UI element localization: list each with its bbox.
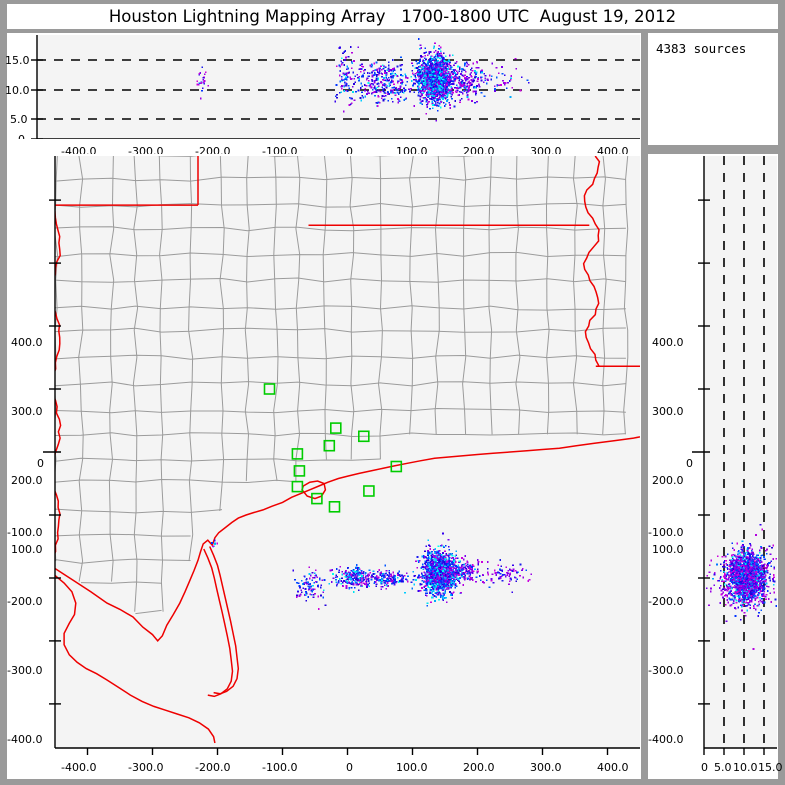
ns-xtick-15: 15.0	[758, 761, 783, 774]
ns-ytick-300: 300.0	[652, 405, 684, 418]
ns-xtick-10: 10.0	[733, 761, 758, 774]
map-xtick-200: 200.0	[463, 761, 495, 774]
lma-station-marker	[263, 383, 276, 395]
state-borders-and-coastline	[55, 156, 640, 744]
ns-ytick-400: 400.0	[652, 336, 684, 349]
lma-station-marker	[293, 465, 306, 477]
map-ytick-100: 100.0	[11, 543, 43, 556]
map-ytick-200: 200.0	[11, 474, 43, 487]
lightning-sources-ew	[196, 38, 530, 122]
lma-station-marker	[311, 492, 323, 505]
altitude-east-west-panel: 15.0 10.0 5.0 0	[5, 33, 641, 146]
ns-ytick--300: -300.0	[648, 664, 684, 677]
lma-station-marker	[291, 480, 304, 493]
page-title: Houston Lightning Mapping Array 1700-180…	[108, 7, 677, 26]
ns-ytick-200: 200.0	[652, 474, 684, 487]
ns-ytick--400: -400.0	[648, 733, 684, 746]
map-ytick--400: -400.0	[7, 733, 43, 746]
ns-ytick--200: -200.0	[648, 595, 684, 608]
lightning-sources-ns	[705, 523, 777, 650]
lma-station-markers	[263, 383, 403, 513]
lma-station-marker	[363, 485, 375, 497]
title-bar: Houston Lightning Mapping Array 1700-180…	[7, 4, 778, 29]
altitude-north-south-panel: 400.0 300.0 200.0 100.0 0 -100.0 -200.0 …	[648, 154, 778, 761]
map-plot	[43, 156, 640, 756]
source-count-panel: 4383 sources	[648, 33, 778, 145]
map-xtick--300: -300.0	[128, 761, 164, 774]
ns-ytick-100: 100.0	[652, 543, 684, 556]
lma-station-marker	[323, 439, 336, 452]
lma-station-marker	[328, 500, 341, 513]
lma-station-marker	[291, 448, 304, 460]
ew-xtick-0: 0	[346, 145, 353, 158]
map-ytick--100: -100.0	[7, 526, 43, 539]
lma-station-marker	[329, 422, 342, 434]
altitude-east-west-plot	[31, 35, 640, 145]
map-xtick--400: -400.0	[61, 761, 97, 774]
map-xaxis-labels: -400.0 -300.0 -200.0 -100.0 0 100.0 200.…	[7, 755, 641, 779]
map-ytick-0: 0	[37, 457, 44, 470]
lightning-sources-map	[211, 532, 533, 610]
ns-xaxis-labels: 0 5.0 10.0 15.0	[648, 755, 783, 779]
gridlines-ns	[723, 156, 765, 748]
ew-ytick-5: 5.0	[10, 113, 28, 126]
map-xtick--200: -200.0	[195, 761, 231, 774]
map-xtick-400: 400.0	[597, 761, 629, 774]
map-panel: 400.0 300.0 200.0 100.0 0 -100.0 -200.0 …	[7, 154, 641, 761]
map-xtick-300: 300.0	[530, 761, 562, 774]
map-ytick-300: 300.0	[11, 405, 43, 418]
ns-xtick-5: 5.0	[714, 761, 732, 774]
map-xtick--100: -100.0	[262, 761, 298, 774]
map-ytick--200: -200.0	[7, 595, 43, 608]
ns-xtick-0: 0	[701, 761, 708, 774]
ew-ytick-15: 15.0	[5, 54, 30, 67]
lma-station-marker	[390, 460, 403, 473]
map-xtick-100: 100.0	[396, 761, 428, 774]
source-count-label: 4383 sources	[656, 41, 747, 56]
map-xtick-0: 0	[346, 761, 353, 774]
ns-ytick--100: -100.0	[648, 526, 684, 539]
map-ytick-400: 400.0	[11, 336, 43, 349]
lma-station-marker	[357, 430, 370, 443]
ns-ytick-0: 0	[686, 457, 693, 470]
altitude-north-south-plot	[692, 156, 777, 756]
map-ytick--300: -300.0	[7, 664, 43, 677]
ew-ytick-10: 10.0	[5, 84, 30, 97]
